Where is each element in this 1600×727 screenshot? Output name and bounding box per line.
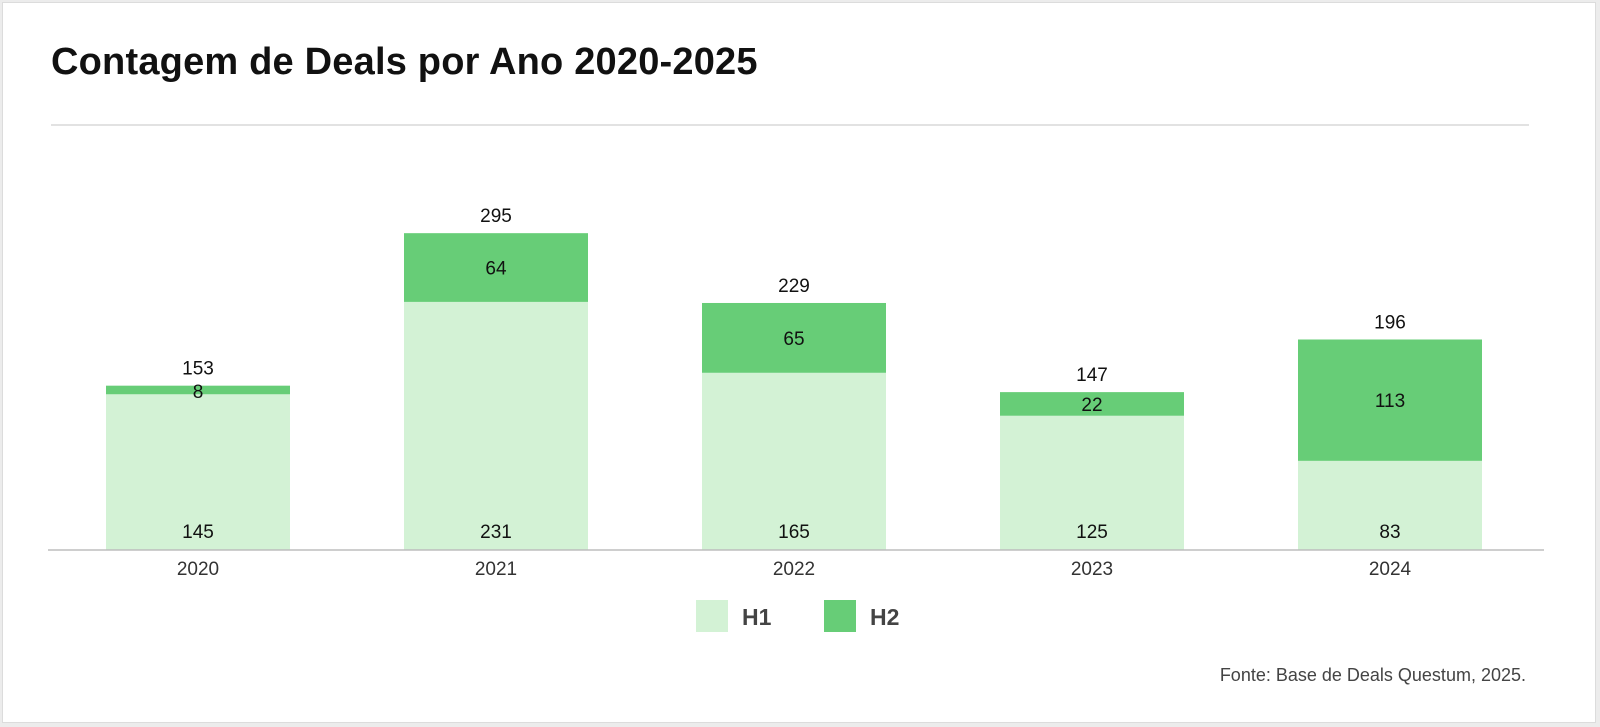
bar-h2-2021 [404, 233, 588, 302]
label-total-2022: 229 [778, 276, 810, 297]
label-h1-2022: 165 [778, 522, 810, 543]
label-h2-2022: 65 [783, 329, 804, 350]
bar-h2-2023 [1000, 392, 1184, 416]
x-tick-2024: 2024 [1369, 559, 1412, 580]
bar-h1-2021 [404, 301, 588, 550]
x-tick-2020: 2020 [177, 559, 219, 580]
legend-swatch-h2 [824, 600, 856, 632]
label-h1-2024: 83 [1379, 522, 1400, 543]
label-total-2024: 196 [1374, 312, 1406, 333]
label-total-2023: 147 [1076, 365, 1108, 386]
bar-h2-2024 [1298, 339, 1482, 461]
x-tick-2023: 2023 [1071, 559, 1113, 580]
label-h2-2021: 64 [485, 259, 507, 280]
label-h1-2021: 231 [480, 522, 512, 543]
label-h2-2024: 113 [1375, 391, 1405, 412]
title-divider [51, 124, 1529, 126]
bar-h1-2020 [106, 394, 290, 550]
legend-label-h2: H2 [870, 604, 899, 630]
label-total-2020: 153 [182, 359, 214, 380]
label-h2-2023: 22 [1081, 395, 1102, 416]
chart-title: Contagem de Deals por Ano 2020-2025 [51, 41, 758, 83]
bar-h1-2024 [1298, 460, 1482, 550]
bar-h1-2023 [1000, 415, 1184, 550]
bar-h2-2022 [702, 302, 886, 373]
legend-label-h1: H1 [742, 604, 772, 630]
label-total-2021: 295 [480, 206, 512, 227]
legend-swatch-h1 [696, 600, 728, 632]
label-h1-2020: 145 [182, 522, 214, 543]
label-h1-2023: 125 [1076, 522, 1108, 543]
x-tick-2022: 2022 [773, 559, 815, 580]
bar-h1-2022 [702, 372, 886, 550]
source-note: Fonte: Base de Deals Questum, 2025. [1219, 665, 1526, 685]
label-h2-2020: 8 [193, 382, 204, 403]
x-tick-2021: 2021 [475, 559, 517, 580]
bar-h2-2020 [106, 385, 290, 395]
